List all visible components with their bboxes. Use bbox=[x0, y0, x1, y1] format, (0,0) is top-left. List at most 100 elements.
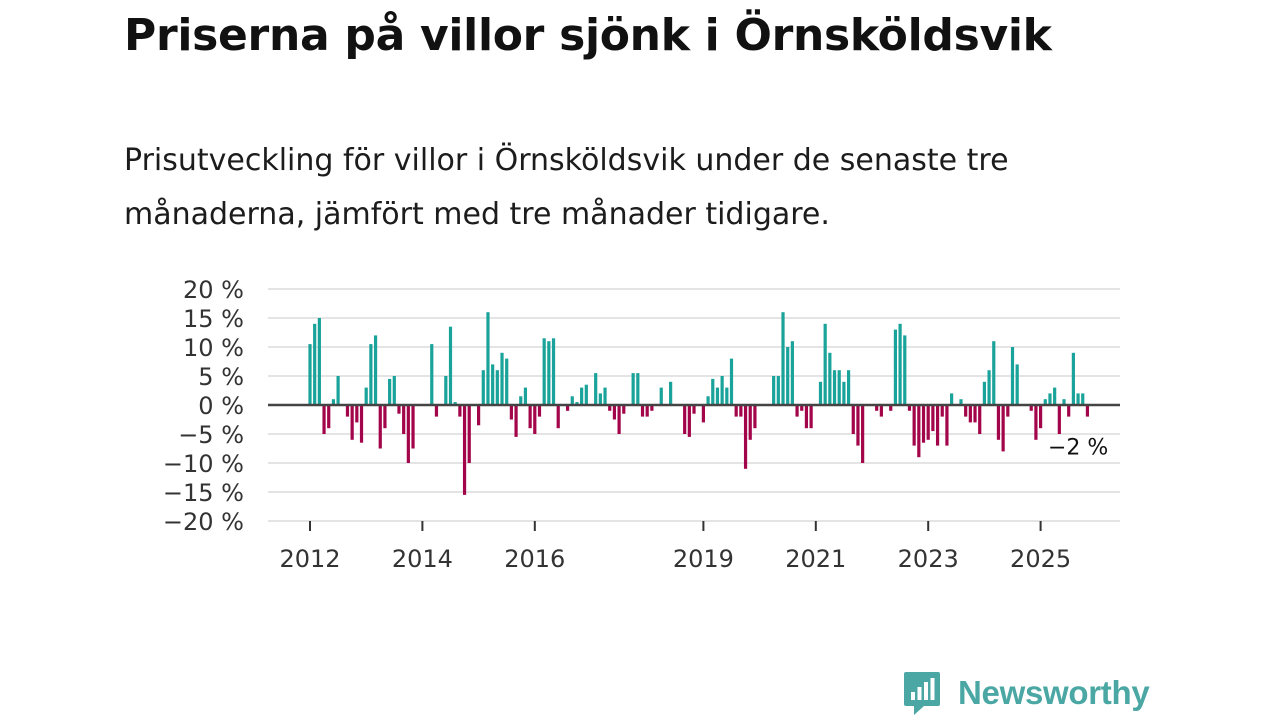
bar bbox=[406, 405, 410, 463]
bar bbox=[584, 384, 588, 405]
bar bbox=[968, 405, 972, 423]
bar bbox=[556, 405, 560, 429]
bar bbox=[617, 405, 621, 434]
bar bbox=[547, 341, 551, 405]
bars bbox=[308, 312, 1090, 495]
bar bbox=[753, 405, 757, 429]
bar bbox=[453, 402, 457, 405]
bar bbox=[1010, 347, 1015, 405]
newsworthy-logo-icon bbox=[904, 672, 940, 715]
bar bbox=[519, 396, 523, 405]
x-tick-label: 2019 bbox=[673, 545, 734, 573]
bar bbox=[739, 405, 743, 417]
bar bbox=[959, 399, 963, 405]
bar bbox=[430, 344, 434, 405]
bar bbox=[982, 381, 986, 405]
y-tick-label: 0 % bbox=[198, 392, 244, 420]
bar bbox=[542, 338, 546, 405]
bar bbox=[804, 405, 809, 429]
bar bbox=[509, 405, 513, 420]
bar bbox=[917, 405, 921, 458]
bar bbox=[903, 335, 907, 405]
bar bbox=[861, 405, 865, 463]
bar bbox=[659, 387, 663, 405]
bar bbox=[533, 405, 537, 434]
bar bbox=[462, 405, 467, 495]
bar bbox=[964, 405, 968, 417]
bar bbox=[781, 312, 785, 405]
bar bbox=[1029, 405, 1033, 411]
bar bbox=[687, 405, 691, 437]
x-tick-label: 2012 bbox=[279, 545, 340, 573]
bar bbox=[608, 405, 612, 411]
bar bbox=[491, 364, 495, 405]
bar bbox=[308, 344, 312, 405]
gridlines bbox=[268, 288, 1120, 522]
bar bbox=[1015, 364, 1019, 405]
y-tick-label: −20 % bbox=[163, 508, 244, 536]
bar bbox=[846, 370, 851, 405]
bar bbox=[359, 405, 364, 443]
bar bbox=[622, 405, 626, 414]
bar bbox=[832, 370, 837, 405]
axes: 20 %15 %10 %5 %0 %−5 %−10 %−15 %−20 % 201… bbox=[163, 276, 1120, 573]
bar bbox=[945, 405, 949, 446]
brand-name: Newsworthy bbox=[958, 674, 1150, 711]
newsworthy-logo: Newsworthy bbox=[902, 670, 1150, 716]
bar bbox=[978, 405, 982, 434]
bar bbox=[1085, 405, 1090, 417]
bar bbox=[458, 405, 462, 417]
bar bbox=[748, 405, 752, 440]
bar bbox=[973, 405, 977, 423]
bar bbox=[743, 405, 748, 469]
bar bbox=[327, 405, 331, 429]
bar bbox=[551, 338, 556, 405]
bar bbox=[331, 399, 336, 405]
bar bbox=[842, 381, 846, 405]
x-tick-label: 2021 bbox=[785, 545, 846, 573]
bar bbox=[594, 373, 598, 405]
bar bbox=[345, 405, 350, 417]
y-tick-label: 15 % bbox=[183, 305, 244, 333]
bar bbox=[729, 358, 734, 405]
bar bbox=[1062, 399, 1066, 405]
bar bbox=[772, 376, 776, 405]
bar bbox=[514, 405, 518, 437]
bar bbox=[645, 405, 649, 417]
bar bbox=[636, 373, 640, 405]
bar bbox=[500, 352, 504, 405]
bar bbox=[1081, 393, 1085, 405]
chart-subtitle: Prisutveckling för villor i Örnsköldsvik… bbox=[124, 143, 1009, 232]
chart-title: Priserna på villor sjönk i Örnsköldsvik bbox=[124, 10, 1052, 61]
y-tick-label: −10 % bbox=[163, 450, 244, 478]
bar bbox=[720, 376, 724, 405]
bar bbox=[800, 405, 804, 411]
bar bbox=[818, 381, 823, 405]
bar bbox=[322, 405, 326, 434]
bar bbox=[397, 405, 401, 414]
bar bbox=[378, 405, 382, 449]
bar bbox=[580, 387, 584, 405]
bar bbox=[444, 376, 448, 405]
bar bbox=[950, 393, 954, 405]
bar bbox=[523, 387, 528, 405]
bar bbox=[537, 405, 542, 417]
bar bbox=[912, 405, 916, 446]
bar bbox=[486, 312, 490, 405]
bar bbox=[392, 376, 396, 405]
bar bbox=[355, 405, 359, 423]
bar bbox=[373, 335, 378, 405]
bar bbox=[706, 396, 710, 405]
bar bbox=[701, 405, 705, 423]
bar bbox=[388, 378, 392, 405]
bar bbox=[940, 405, 944, 417]
bar bbox=[575, 402, 579, 405]
bar bbox=[481, 370, 485, 405]
y-tick-label: −15 % bbox=[163, 479, 244, 507]
bar bbox=[364, 387, 368, 405]
bar bbox=[1043, 399, 1047, 405]
bar bbox=[1006, 405, 1010, 417]
bar bbox=[1001, 405, 1005, 452]
bar bbox=[570, 396, 574, 405]
